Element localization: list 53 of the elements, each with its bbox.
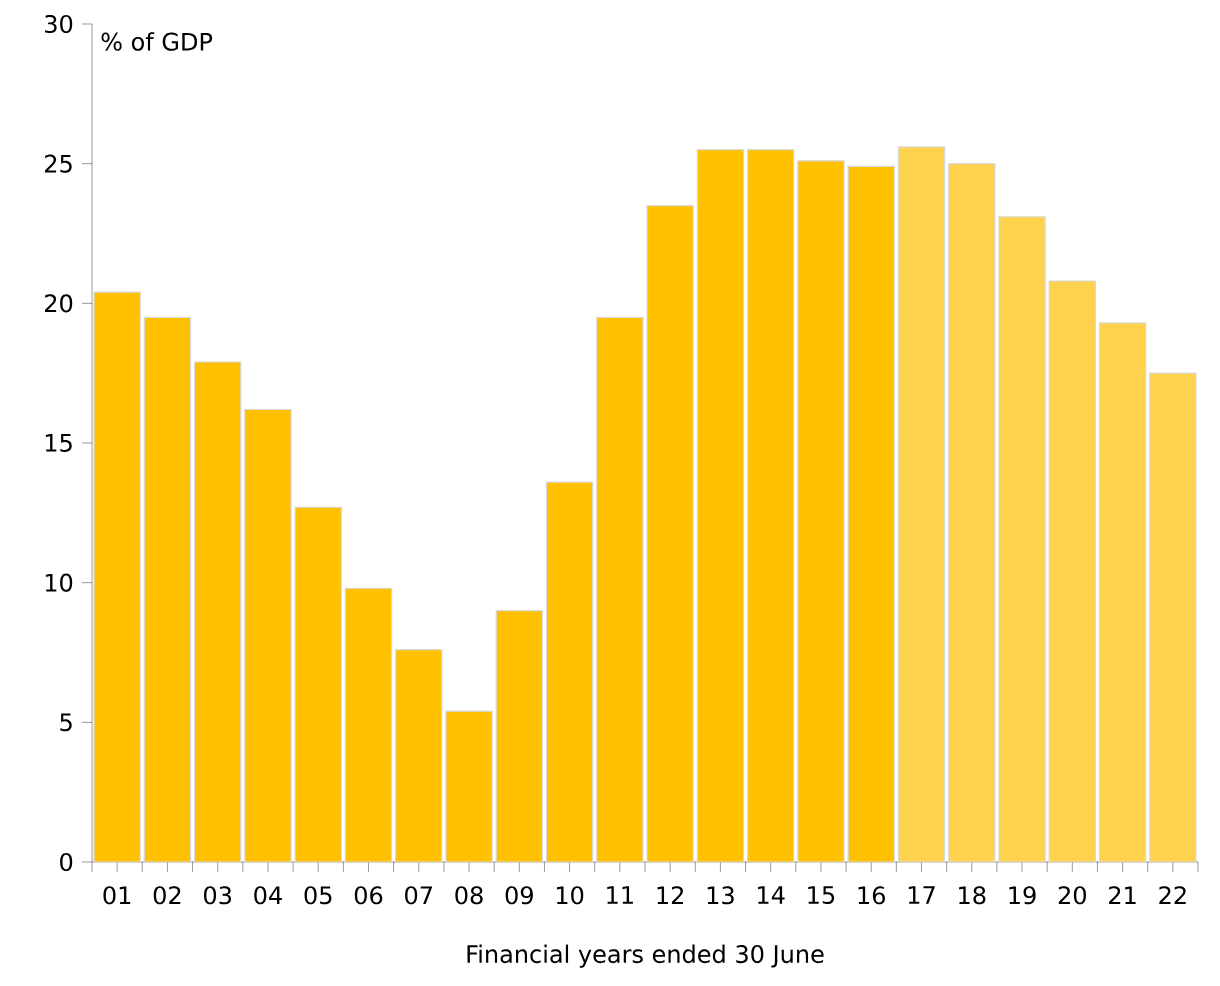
bar <box>294 506 342 863</box>
x-tick-label: 22 <box>1159 886 1186 905</box>
x-tick-label: 11 <box>607 886 633 904</box>
x-tick-label: 06 <box>354 886 383 905</box>
x-tick-label: 20 <box>1058 886 1086 905</box>
x-tick-label: 04 <box>254 886 282 905</box>
bar <box>545 481 594 863</box>
bar <box>395 649 443 863</box>
x-tick-label: 02 <box>153 886 181 905</box>
bar <box>897 146 946 863</box>
bar <box>93 291 141 863</box>
x-tick-label: 18 <box>959 886 986 905</box>
y-tick-label: 25 <box>45 154 72 173</box>
x-axis-title: Financial years ended 30 June <box>467 944 824 968</box>
bar <box>797 160 845 863</box>
bar <box>445 710 493 863</box>
x-tick-label: 21 <box>1109 886 1136 905</box>
bar <box>193 361 242 863</box>
bar <box>998 216 1046 863</box>
y-tick-label: 5 <box>60 713 72 732</box>
bar <box>143 316 192 863</box>
x-tick-label: 14 <box>758 886 785 904</box>
x-tick-label: 07 <box>405 886 432 905</box>
bar <box>847 165 895 863</box>
bar <box>948 163 996 863</box>
y-tick-label: 10 <box>45 573 73 592</box>
x-tick-label: 09 <box>505 886 533 905</box>
y-axis-title: % of GDP <box>101 32 213 51</box>
bar <box>1098 322 1147 863</box>
y-tick-label: 20 <box>45 294 73 313</box>
bar <box>596 316 644 863</box>
bar <box>244 408 292 863</box>
x-tick-label: 16 <box>858 886 885 905</box>
bar <box>696 149 745 863</box>
x-tick-label: 17 <box>908 886 935 904</box>
y-tick-label: 15 <box>45 434 72 452</box>
x-tick-label: 15 <box>808 886 835 905</box>
x-tick-label: 13 <box>707 886 734 905</box>
bar <box>1149 372 1197 863</box>
y-tick-label: 30 <box>45 14 73 34</box>
bar <box>344 587 393 863</box>
x-tick-label: 05 <box>304 886 332 905</box>
bar <box>746 149 795 863</box>
x-tick-label: 12 <box>657 886 683 905</box>
bar <box>646 204 694 863</box>
x-tick-label: 01 <box>103 886 131 905</box>
bar <box>495 610 544 863</box>
y-tick-label: 0 <box>60 852 73 872</box>
x-tick-label: 08 <box>455 886 483 905</box>
x-tick-label: 19 <box>1009 886 1036 905</box>
x-tick-label: 03 <box>204 886 232 905</box>
x-tick-label: 10 <box>556 886 584 905</box>
bar <box>1048 280 1097 863</box>
